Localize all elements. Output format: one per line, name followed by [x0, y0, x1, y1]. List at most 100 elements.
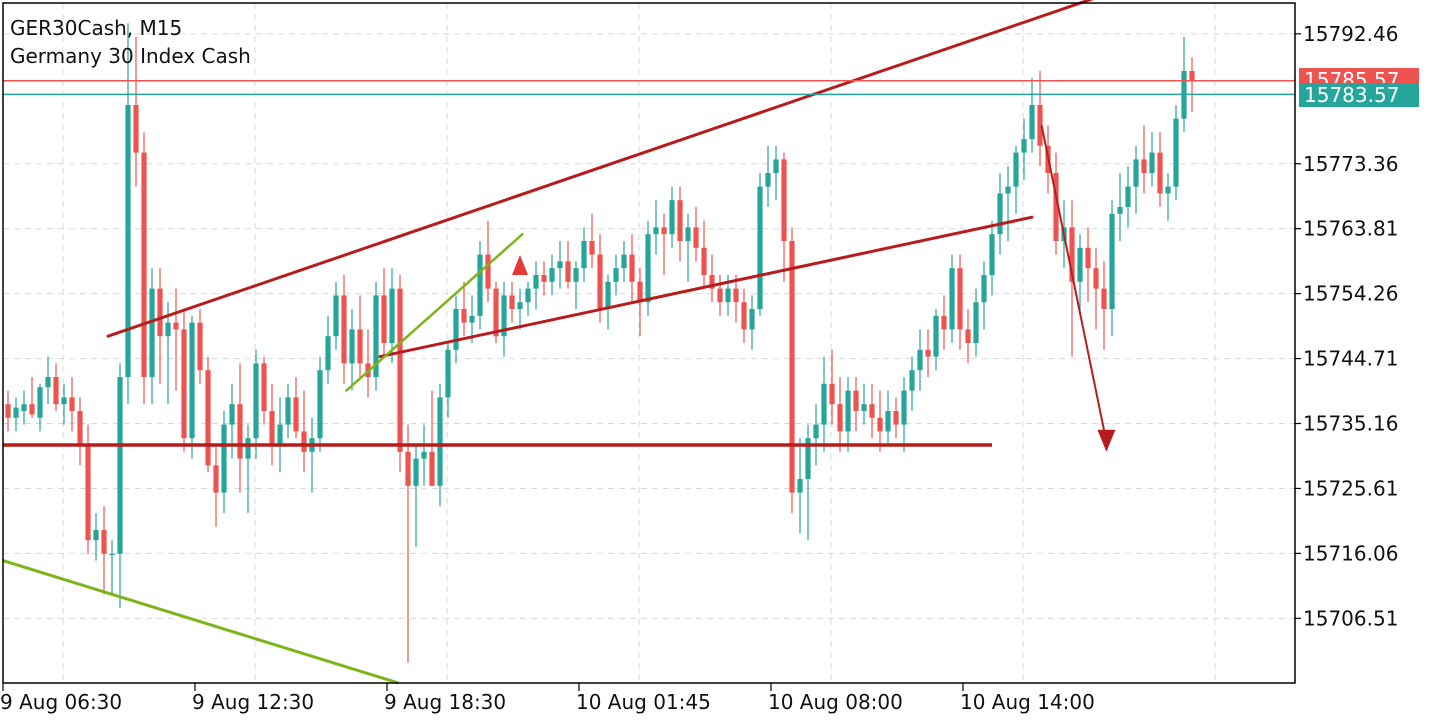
projection-arrow-head: [1097, 429, 1116, 452]
candle-body: [517, 302, 523, 309]
y-tick-label: 15754.26: [1303, 282, 1398, 306]
candle-body: [813, 424, 819, 439]
candle-body: [749, 309, 755, 330]
time-axis: 9 Aug 06:30 9 Aug 12:30 9 Aug 18:30 10 Aug …: [0, 683, 1095, 714]
candle-body: [773, 159, 779, 173]
candle-body: [1005, 186, 1011, 194]
candle-body: [1165, 186, 1171, 194]
candle-body: [1125, 186, 1131, 207]
candle-body: [461, 309, 467, 323]
candle-body: [525, 288, 531, 303]
candle-body: [317, 370, 323, 439]
y-tick-label: 15716.06: [1303, 541, 1398, 565]
candle-body: [693, 227, 699, 248]
candle-body: [1021, 139, 1027, 153]
candle-body: [405, 451, 411, 486]
candle-body: [685, 227, 691, 241]
candle-body: [165, 322, 171, 337]
candle-body: [1077, 247, 1083, 282]
candle-body: [893, 411, 899, 425]
candle-body: [573, 268, 579, 282]
candle-body: [469, 315, 475, 323]
candle-body: [677, 200, 683, 241]
y-tick-label: 15763.81: [1303, 217, 1398, 241]
candle-body: [477, 254, 483, 316]
candle-body: [373, 295, 379, 377]
candle-body: [357, 329, 363, 364]
candle-body: [829, 383, 835, 405]
candle-body: [117, 377, 123, 554]
candle-body: [621, 254, 627, 269]
x-tick-label: 10 Aug 14:00: [960, 690, 1095, 714]
candle-body: [861, 404, 867, 411]
candle-body: [205, 370, 211, 466]
projection-arrow-line: [1040, 125, 1108, 443]
candle-body: [805, 438, 811, 479]
candle-body: [885, 411, 891, 432]
candle-body: [1173, 118, 1179, 187]
candle-body: [853, 390, 859, 411]
candle-body: [437, 397, 443, 486]
x-tick-label: 10 Aug 08:00: [768, 690, 903, 714]
candle-body: [5, 404, 11, 418]
price-axis: 15792.46 15773.36 15763.81 15754.26 15744.71…: [1295, 22, 1398, 630]
candle-body: [821, 383, 827, 425]
candle-body: [733, 288, 739, 303]
x-tick-label: 9 Aug 18:30: [384, 690, 506, 714]
candle-body: [797, 479, 803, 493]
candle-body: [189, 322, 195, 439]
candle-body: [837, 404, 843, 432]
plot-border: [2, 2, 1296, 684]
candle-body: [29, 404, 35, 415]
y-tick-label: 15773.36: [1303, 152, 1398, 176]
candle-body: [445, 349, 451, 398]
symbol-title: GER30Cash, M15: [10, 16, 183, 40]
candle-body: [533, 275, 539, 289]
candle-body: [229, 404, 235, 425]
candle-body: [549, 268, 555, 282]
y-tick-label: 15725.61: [1303, 476, 1398, 500]
candle-body: [949, 268, 955, 330]
candle-body: [941, 315, 947, 330]
candle-body: [277, 424, 283, 445]
candle-body: [341, 295, 347, 364]
candle-body: [197, 322, 203, 371]
candle-body: [1117, 207, 1123, 214]
candle-body: [421, 451, 427, 459]
candle-body: [13, 407, 19, 418]
symbol-description: Germany 30 Index Cash: [10, 44, 251, 68]
candle-body: [1053, 173, 1059, 241]
candle-body: [725, 288, 731, 303]
candle-body: [1157, 152, 1163, 194]
candle-body: [605, 281, 611, 309]
candle-body: [221, 424, 227, 493]
candle-body: [613, 268, 619, 282]
candle-body: [629, 254, 635, 282]
candle-body: [1037, 105, 1043, 146]
candle-body: [765, 173, 771, 187]
candle-body: [845, 390, 851, 432]
candle-body: [261, 363, 267, 411]
candle-body: [877, 417, 883, 432]
y-tick-label: 15744.71: [1303, 347, 1398, 371]
candle-body: [93, 530, 99, 541]
candle-body: [909, 370, 915, 391]
x-tick-label: 10 Aug 01:45: [576, 690, 711, 714]
y-tick-label: 15735.16: [1303, 412, 1398, 436]
candle-body: [965, 329, 971, 343]
candle-body: [501, 295, 507, 337]
candle-body: [661, 227, 667, 235]
candle-body: [869, 404, 875, 418]
candle-body: [245, 438, 251, 459]
x-tick-label: 9 Aug 06:30: [0, 690, 122, 714]
candle-body: [493, 288, 499, 337]
candle-body: [645, 234, 651, 303]
green-trendline-long: [2, 559, 399, 685]
candle-body: [485, 254, 491, 289]
candle-body: [213, 465, 219, 493]
candle-body: [125, 105, 131, 377]
candle-body: [1141, 159, 1147, 173]
candle-body: [597, 254, 603, 309]
candle-body: [181, 329, 187, 439]
